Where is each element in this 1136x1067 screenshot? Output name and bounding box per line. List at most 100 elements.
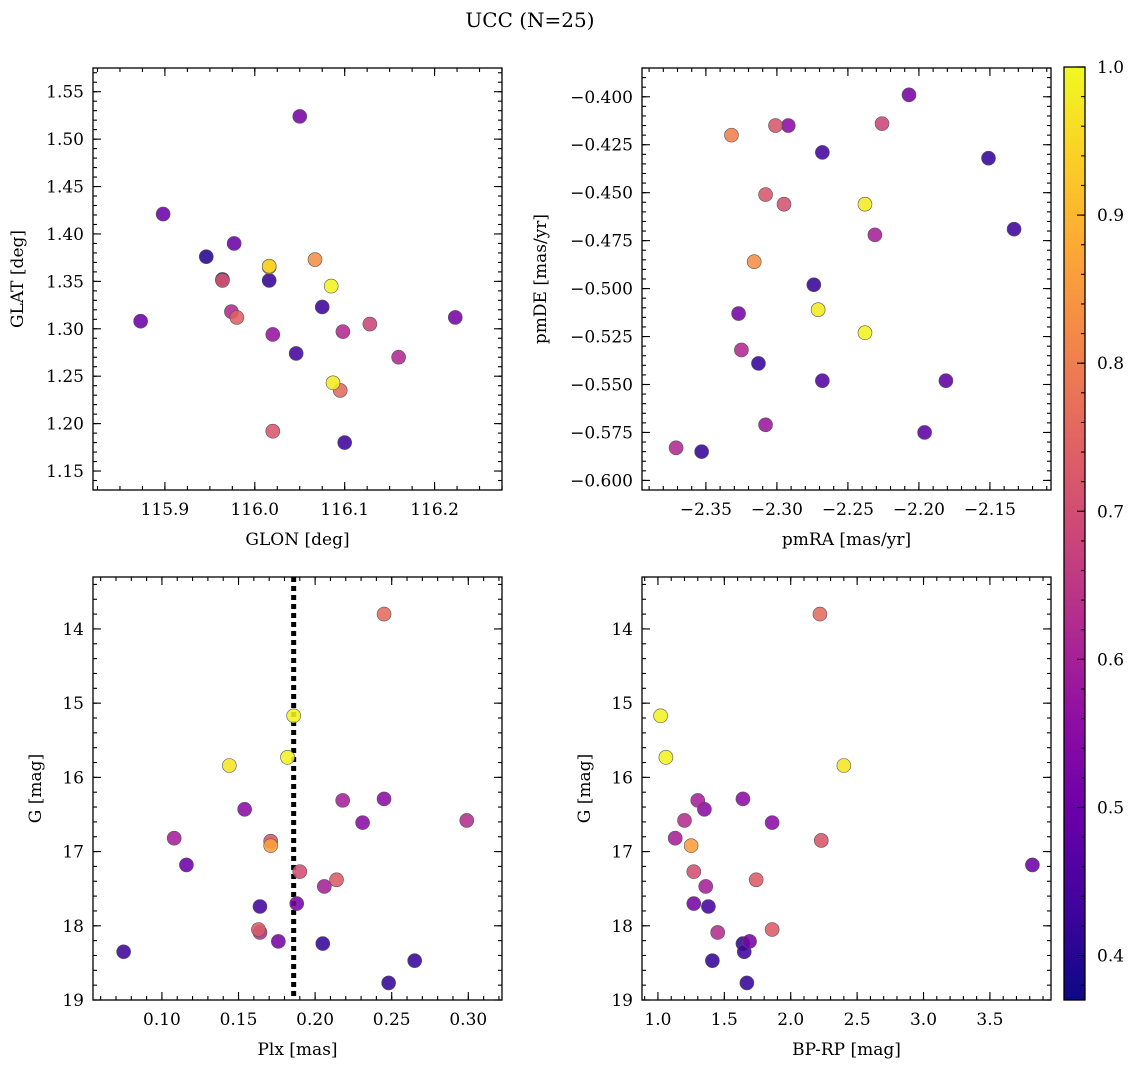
data-point — [735, 791, 751, 807]
data-point — [315, 936, 331, 951]
data-point — [329, 872, 344, 888]
colorbar-tick-label: 0.8 — [1097, 354, 1124, 374]
data-point — [758, 187, 773, 202]
data-point — [179, 857, 194, 873]
data-point — [198, 249, 214, 265]
colorbar-tick-label: 0.5 — [1097, 798, 1124, 818]
y-axis-label: G [mag] — [26, 754, 46, 823]
y-tick-label: −0.525 — [570, 328, 633, 348]
x-tick-label: 116.2 — [410, 500, 459, 520]
data-point — [690, 793, 706, 808]
x-axis-label: BP-RP [mag] — [792, 1040, 901, 1060]
panel-2: −2.35 −2.30 −2.25 −2.20 −2.15 −0.600 −0.575 −0.… — [531, 67, 1052, 550]
data-point — [748, 872, 764, 888]
panel-3: 0.10 0.15 0.20 0.25 0.30 14 15 16 17 18 19 Plx [mas… — [26, 576, 503, 1060]
y-tick-label: 1.35 — [46, 272, 84, 292]
x-tick-label: 2.0 — [777, 1010, 804, 1030]
data-point — [686, 864, 702, 879]
x-tick-label: −2.25 — [822, 500, 874, 520]
data-point — [701, 899, 716, 914]
data-point — [323, 278, 339, 294]
data-point — [229, 310, 245, 325]
colorbar-tick-label: 1.0 — [1097, 58, 1124, 78]
plot-frame — [92, 576, 503, 1001]
x-tick-label: 1.0 — [644, 1010, 671, 1030]
x-tick-label: 116.1 — [320, 500, 369, 520]
y-tick-label: 18 — [62, 917, 84, 937]
data-point — [751, 356, 766, 371]
data-point — [261, 273, 277, 288]
y-tick-label: −0.475 — [570, 232, 633, 252]
y-axis-label: pmDE [mas/yr] — [531, 214, 551, 344]
data-point — [815, 373, 830, 388]
data-point — [280, 750, 295, 765]
x-tick-label: −2.20 — [893, 500, 945, 520]
plot-frame — [92, 67, 503, 491]
y-tick-label: 19 — [62, 991, 84, 1011]
data-point — [746, 254, 762, 270]
y-tick-label: 1.40 — [46, 225, 84, 245]
data-point — [376, 791, 392, 807]
data-point — [653, 708, 668, 724]
data-point — [981, 150, 996, 166]
data-point — [668, 440, 684, 456]
data-point — [222, 758, 237, 773]
data-point — [710, 925, 725, 940]
data-point — [758, 417, 773, 433]
data-point — [857, 325, 873, 341]
y-tick-label: 14 — [62, 620, 84, 640]
data-point — [215, 273, 230, 288]
y-tick-label: 1.20 — [46, 415, 84, 435]
data-point — [813, 833, 829, 848]
minor-ticks — [642, 577, 1051, 1001]
data-point — [764, 922, 780, 937]
data-point — [265, 423, 281, 439]
data-point — [226, 236, 242, 251]
y-tick-label: −0.600 — [570, 471, 633, 491]
data-point — [705, 953, 720, 968]
x-tick-label: 0.20 — [296, 1010, 334, 1030]
y-tick-label: −0.500 — [570, 280, 633, 300]
panel-4: 1.0 1.5 2.0 2.5 3.0 3.5 14 15 16 17 18 19 BP-RP [mag… — [575, 576, 1052, 1060]
y-tick-label: 14 — [611, 620, 633, 640]
minor-ticks — [93, 68, 503, 491]
minor-ticks — [642, 67, 1051, 490]
x-tick-label: 0.15 — [220, 1010, 258, 1030]
x-tick-label: 1.5 — [711, 1010, 738, 1030]
x-tick-label: −2.35 — [680, 500, 732, 520]
data-point — [667, 830, 683, 846]
data-point — [938, 373, 954, 388]
y-tick-label: −0.575 — [570, 423, 633, 443]
panel-1: 115.9 116.0 116.1 116.2 1.15 1.20 1.25 1.30 1.35… — [8, 67, 503, 550]
x-axis-label: GLON [deg] — [245, 530, 349, 550]
y-tick-label: 1.30 — [46, 320, 84, 340]
data-point — [292, 109, 308, 124]
data-point — [739, 975, 755, 991]
colorbar-tick-label: 0.4 — [1097, 947, 1124, 967]
y-tick-label: 18 — [611, 917, 633, 937]
data-point — [780, 118, 796, 133]
data-point — [658, 750, 674, 765]
data-point — [686, 896, 702, 911]
y-tick-label: −0.450 — [570, 184, 633, 204]
scatter-points — [133, 109, 463, 450]
y-tick-label: 15 — [611, 694, 633, 714]
data-point — [776, 196, 792, 212]
data-point — [694, 444, 709, 459]
data-point — [734, 342, 749, 358]
data-point — [677, 813, 692, 828]
data-point — [447, 310, 463, 325]
data-point — [698, 879, 714, 894]
data-point — [263, 838, 278, 853]
data-point — [459, 813, 475, 828]
scatter-points — [653, 606, 1040, 991]
colorbar: 0.4 0.5 0.6 0.7 0.8 0.9 1.0 — [1063, 58, 1124, 1001]
y-tick-label: −0.400 — [570, 88, 633, 108]
x-tick-label: 115.9 — [141, 500, 190, 520]
data-point — [335, 793, 350, 808]
plot-frame — [641, 67, 1052, 491]
data-point — [252, 899, 268, 914]
data-point — [764, 815, 780, 830]
data-point — [836, 758, 852, 773]
y-tick-label: 17 — [611, 843, 633, 863]
